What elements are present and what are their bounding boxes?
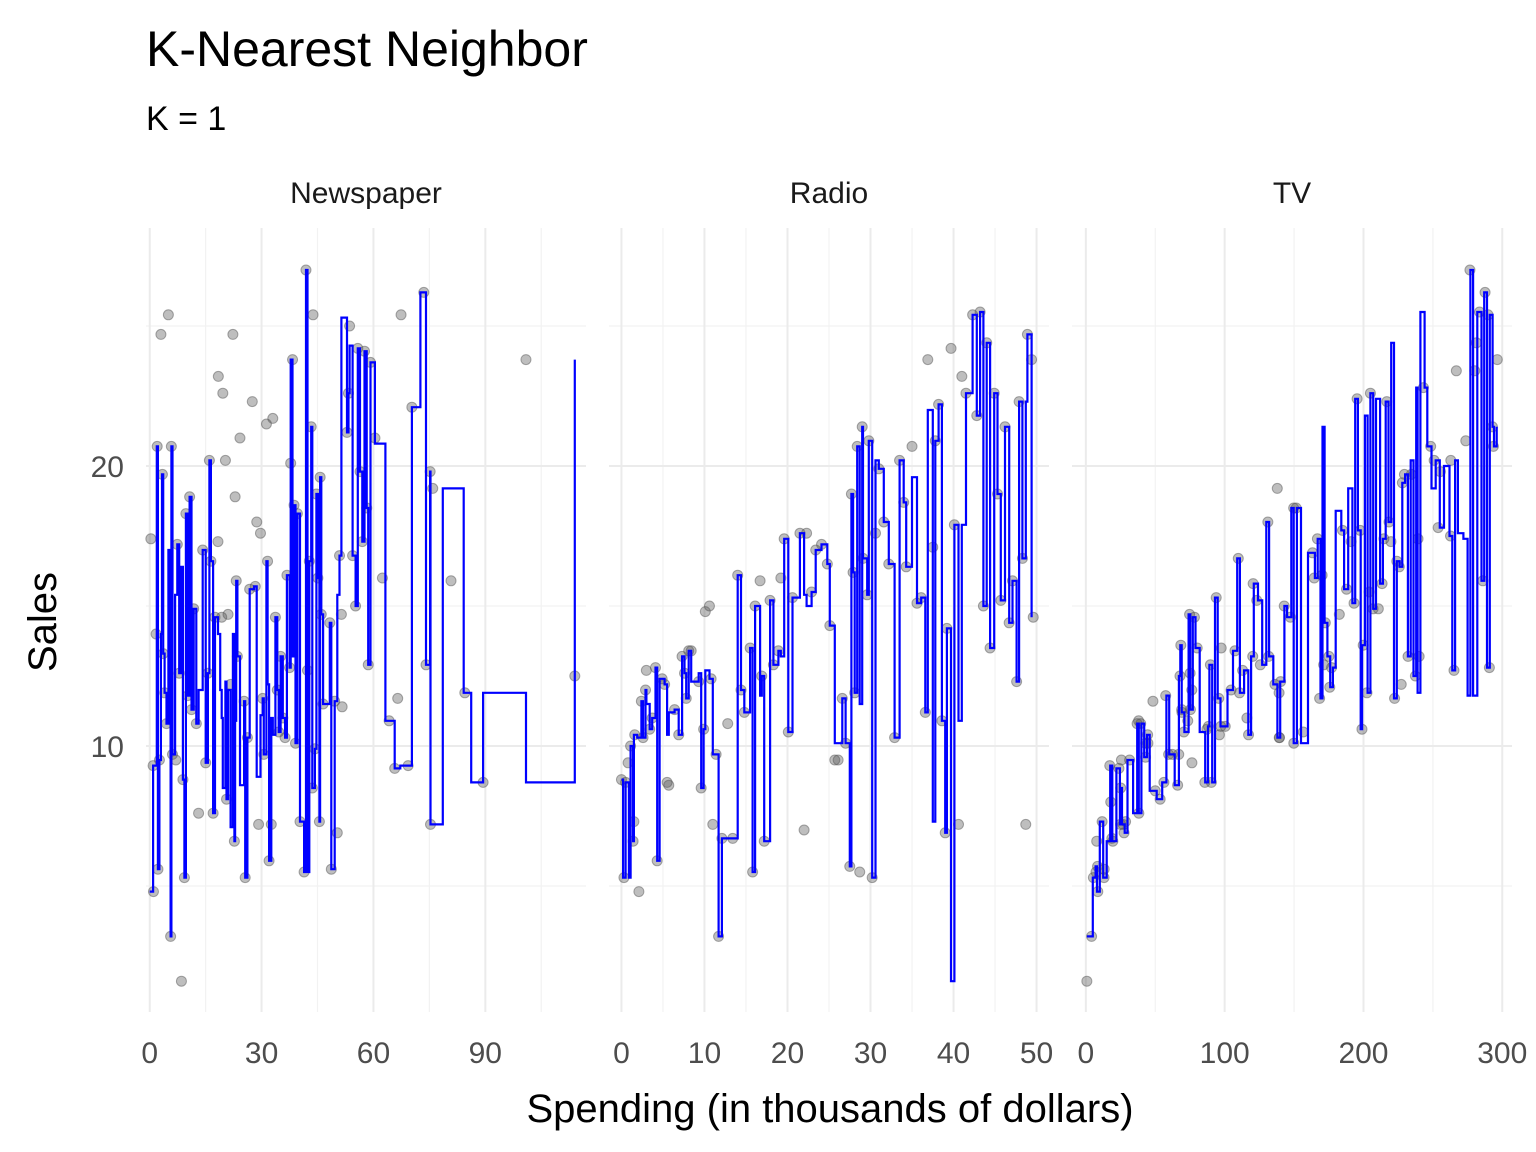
data-point: [219, 454, 231, 466]
data-point: [222, 608, 234, 620]
data-point: [307, 309, 319, 321]
data-point: [956, 370, 968, 382]
data-point: [212, 370, 224, 382]
x-tick-label: 0: [613, 1037, 630, 1070]
data-point: [1027, 611, 1039, 623]
data-point: [1271, 482, 1283, 494]
data-point: [251, 516, 263, 528]
data-point: [1450, 365, 1462, 377]
x-tick-label: 10: [688, 1037, 721, 1070]
x-tick-label: 40: [937, 1037, 970, 1070]
data-point: [1186, 757, 1198, 769]
knn-fit-line: [621, 310, 1033, 983]
data-point: [906, 440, 918, 452]
x-tick-label: 300: [1477, 1037, 1527, 1070]
facet-panels: Newspaper 0 30 60 90 10 20 Radio 0 10 20 30 40 50 TV 0 1…: [91, 177, 1528, 1070]
data-point: [832, 754, 844, 766]
x-tick-label: 0: [141, 1037, 158, 1070]
data-point: [633, 886, 645, 898]
data-point: [227, 328, 239, 340]
data-point: [162, 309, 174, 321]
data-point: [193, 807, 205, 819]
data-point: [234, 432, 246, 444]
data-point: [175, 975, 187, 987]
panel-newspaper: Newspaper 0 30 60 90 10 20: [91, 177, 586, 1070]
chart-subtitle: K = 1: [146, 100, 226, 138]
data-point: [945, 342, 957, 354]
knn-fit-line: [149, 268, 576, 938]
data-point: [922, 354, 934, 366]
data-point: [754, 575, 766, 587]
data-point: [254, 527, 266, 539]
data-point: [392, 692, 404, 704]
data-point: [640, 664, 652, 676]
panel-radio: Radio 0 10 20 30 40 50: [609, 177, 1053, 1070]
x-tick-label: 50: [1020, 1037, 1053, 1070]
data-point: [1333, 608, 1345, 620]
data-point: [1081, 975, 1093, 987]
data-point: [854, 866, 866, 878]
data-point: [395, 309, 407, 321]
knn-fit-line: [1086, 268, 1498, 938]
data-point: [1020, 818, 1032, 830]
data-point: [267, 412, 279, 424]
data-point: [212, 536, 224, 548]
y-tick-label: 10: [91, 731, 124, 764]
x-tick-label: 30: [245, 1037, 278, 1070]
y-axis-title: Sales: [21, 572, 65, 672]
x-tick-label: 0: [1078, 1037, 1095, 1070]
facet-strip-label: Newspaper: [290, 177, 442, 210]
data-point: [229, 491, 241, 503]
data-point: [145, 533, 157, 545]
y-tick-label: 20: [91, 451, 124, 484]
data-point: [707, 818, 719, 830]
data-point: [722, 718, 734, 730]
data-point: [703, 600, 715, 612]
x-tick-label: 30: [854, 1037, 887, 1070]
x-tick-label: 100: [1200, 1037, 1250, 1070]
x-tick-label: 60: [357, 1037, 390, 1070]
chart-title: K-Nearest Neighbor: [146, 21, 588, 77]
x-tick-label: 200: [1338, 1037, 1388, 1070]
data-point: [253, 818, 265, 830]
x-tick-label: 90: [469, 1037, 502, 1070]
facet-strip-label: Radio: [790, 177, 868, 210]
data-point: [1297, 726, 1309, 738]
data-point: [336, 701, 348, 713]
data-point: [246, 396, 258, 408]
facet-strip-label: TV: [1273, 177, 1311, 210]
data-point: [445, 575, 457, 587]
data-point: [520, 354, 532, 366]
data-point: [1273, 687, 1285, 699]
x-tick-label: 20: [771, 1037, 804, 1070]
data-point: [663, 779, 675, 791]
data-point: [1460, 435, 1472, 447]
data-point: [217, 387, 229, 399]
data-point: [155, 328, 167, 340]
data-point: [699, 606, 711, 618]
data-point: [798, 824, 810, 836]
data-point: [1147, 695, 1159, 707]
data-point: [1491, 354, 1503, 366]
panel-tv: TV 0 100 200 300: [1072, 177, 1527, 1070]
data-point: [829, 754, 841, 766]
x-axis-title: Spending (in thousands of dollars): [526, 1087, 1133, 1131]
